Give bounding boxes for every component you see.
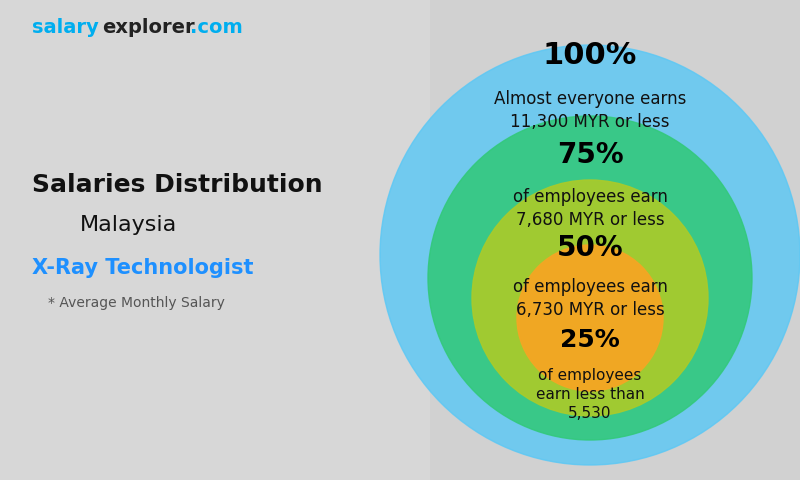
Text: salary: salary bbox=[32, 18, 98, 37]
Text: of employees
earn less than
5,530: of employees earn less than 5,530 bbox=[536, 368, 644, 421]
Circle shape bbox=[380, 45, 800, 465]
Text: Almost everyone earns
11,300 MYR or less: Almost everyone earns 11,300 MYR or less bbox=[494, 90, 686, 131]
Bar bbox=[0, 0, 430, 480]
Text: 75%: 75% bbox=[557, 141, 623, 169]
Text: 25%: 25% bbox=[560, 328, 620, 352]
Circle shape bbox=[472, 180, 708, 416]
Text: explorer: explorer bbox=[102, 18, 194, 37]
Text: X-Ray Technologist: X-Ray Technologist bbox=[32, 258, 254, 278]
Circle shape bbox=[517, 245, 663, 391]
Text: Malaysia: Malaysia bbox=[80, 215, 178, 235]
Circle shape bbox=[428, 116, 752, 440]
Text: of employees earn
7,680 MYR or less: of employees earn 7,680 MYR or less bbox=[513, 188, 667, 229]
Text: * Average Monthly Salary: * Average Monthly Salary bbox=[48, 296, 225, 310]
Text: Salaries Distribution: Salaries Distribution bbox=[32, 173, 322, 197]
Text: 100%: 100% bbox=[543, 40, 637, 70]
Text: .com: .com bbox=[190, 18, 242, 37]
Text: 50%: 50% bbox=[557, 234, 623, 262]
Text: of employees earn
6,730 MYR or less: of employees earn 6,730 MYR or less bbox=[513, 278, 667, 319]
